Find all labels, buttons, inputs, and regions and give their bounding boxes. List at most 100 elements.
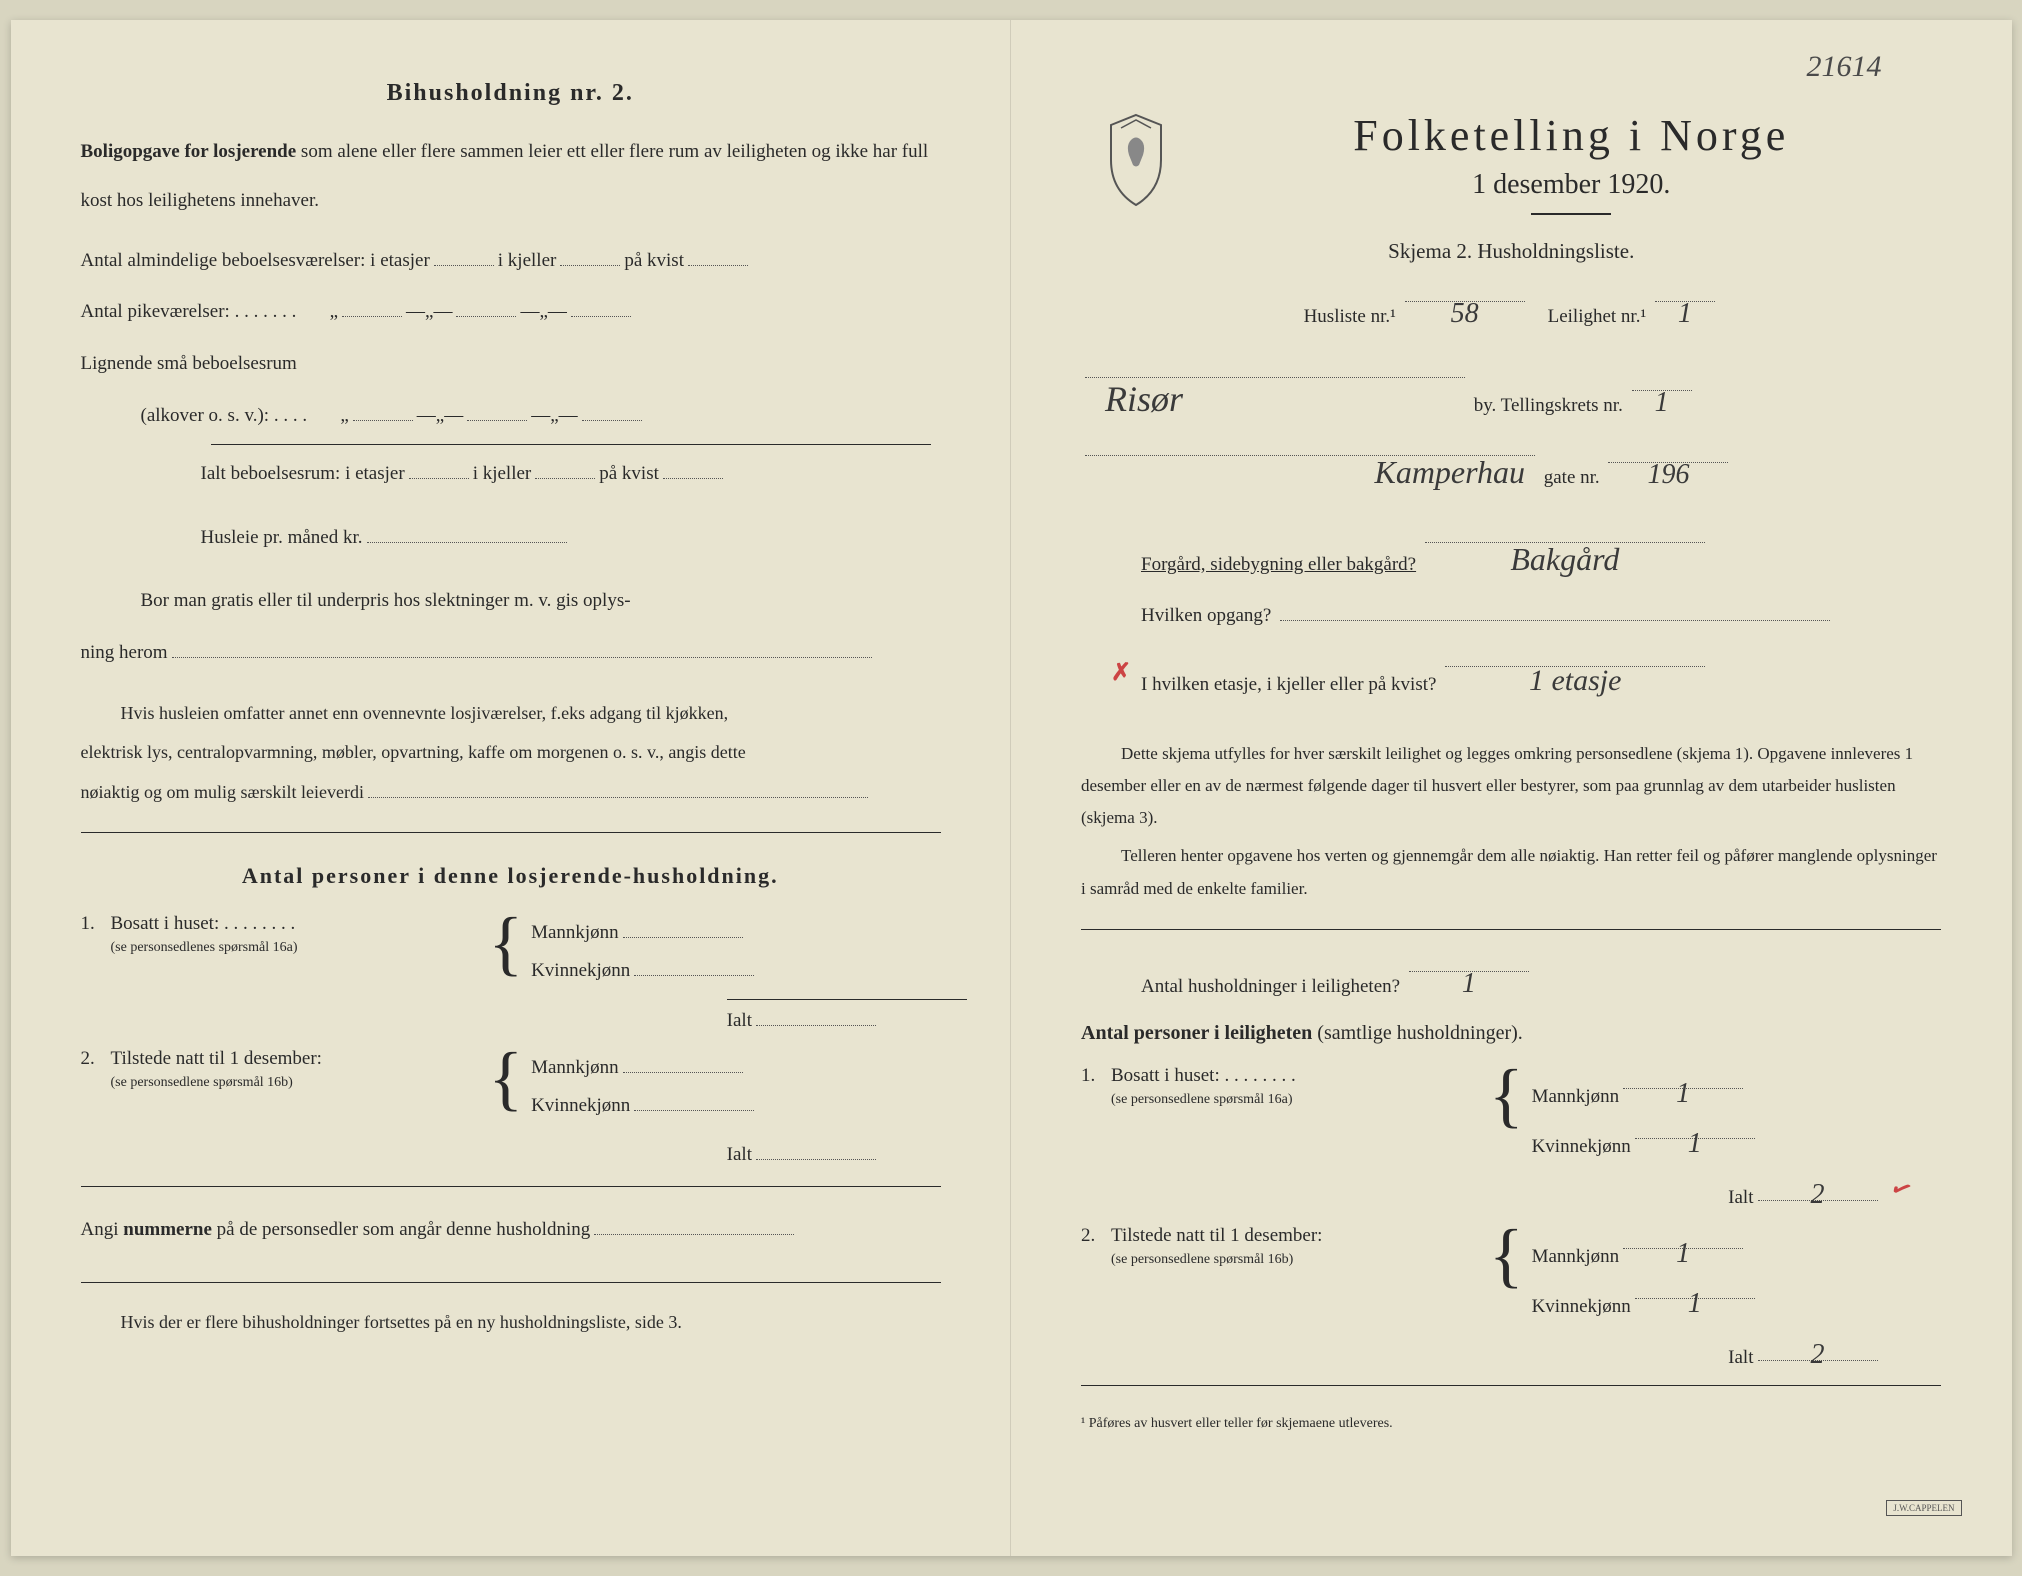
divider-3 <box>81 1186 941 1187</box>
alkover-blank1 <box>353 399 413 421</box>
forgard-label: Forgård, sidebygning eller bakgård? <box>1141 554 1416 575</box>
gate-value: Kamperhau <box>1085 434 1535 456</box>
left-q2-ialt: Ialt <box>81 1138 941 1166</box>
left-q1-label-block: Bosatt i huset: . . . . . . . . (se pers… <box>111 913 481 957</box>
right-q2-label: Tilstede natt til 1 desember: <box>1111 1225 1322 1246</box>
omfatter-3: nøiaktig og om mulig særskilt leieverdi <box>81 773 941 813</box>
crest-icon <box>1101 110 1171 210</box>
right-q1-mann-value: 1 <box>1623 1067 1743 1089</box>
left-q2-bracket: { <box>489 1048 524 1108</box>
right-q1-kvinne-label: Kvinnekjønn <box>1532 1136 1631 1157</box>
left-q1-ialt-blank <box>756 1004 876 1026</box>
husliste-label: Husliste nr.¹ <box>1304 306 1396 327</box>
lignende-line: Lignende små beboelsesrum <box>81 341 941 387</box>
forgard-value: Bakgård <box>1425 521 1705 543</box>
etasje-value: 1 etasje <box>1445 645 1705 667</box>
gratis-line1: Bor man gratis eller til underpris hos s… <box>141 578 941 624</box>
left-q2-sub: (se personsedlene spørsmål 16b) <box>111 1075 293 1090</box>
ialt-kjeller-label: i kjeller <box>473 463 532 484</box>
right-q1-label-block: Bosatt i huset: . . . . . . . . (se pers… <box>1111 1065 1481 1109</box>
antal-pers-title: Antal personer i leiligheten (samtlige h… <box>1081 1022 1942 1045</box>
left-q1-sub: (se personsedlenes spørsmål 16a) <box>111 940 298 955</box>
etasje-line: ✗ I hvilken etasje, i kjeller eller på k… <box>1141 645 1942 708</box>
pike-blank2 <box>456 295 516 317</box>
husliste-value: 58 <box>1405 280 1525 302</box>
krets-value: 1 <box>1632 369 1692 391</box>
ialt-rooms-line: Ialt beboelsesrum: i etasjeri kjellerpå … <box>201 451 941 497</box>
left-q2-kvinne-label: Kvinnekjønn <box>531 1095 630 1116</box>
right-q1-label: Bosatt i huset: . . . . . . . . <box>1111 1065 1296 1086</box>
left-q2-ialt-blank <box>756 1138 876 1160</box>
red-mark-icon: ✗ <box>1111 645 1131 703</box>
right-q2-ialt-value: 2 <box>1758 1339 1878 1361</box>
right-q2-values: Mannkjønn1 Kvinnekjønn1 <box>1532 1225 1942 1327</box>
left-q2-ialt-label: Ialt <box>727 1144 752 1165</box>
skjema-line: Skjema 2. Husholdningsliste. <box>1081 239 1942 264</box>
right-q2-bracket: { <box>1489 1225 1524 1285</box>
divider-r1 <box>1081 929 1941 930</box>
instr1: Dette skjema utfylles for hver særskilt … <box>1081 738 1942 835</box>
right-q1-values: Mannkjønn1 Kvinnekjønn1 <box>1532 1065 1942 1167</box>
alkover-line: (alkover o. s. v.): . . . . „—„——„— <box>141 393 941 439</box>
opgang-blank <box>1280 599 1830 621</box>
intro-text: Boligopgave for losjerende som alene ell… <box>81 127 941 226</box>
footnote: ¹ Påføres av husvert eller teller før sk… <box>1081 1416 1942 1432</box>
pike-blank1 <box>342 295 402 317</box>
right-q2-label-block: Tilstede natt til 1 desember: (se person… <box>1111 1225 1481 1269</box>
husleie-label: Husleie pr. måned kr. <box>201 527 363 548</box>
pike-blank3 <box>571 295 631 317</box>
sub-title: 1 desember 1920. <box>1201 169 1942 201</box>
right-page: 21614 Folketelling i Norge 1 desember 19… <box>1011 20 2012 1556</box>
rooms-kvist-blank <box>688 244 748 266</box>
antal-hush-value: 1 <box>1409 950 1529 972</box>
right-q2-block: 2. Tilstede natt til 1 desember: (se per… <box>1081 1225 1942 1327</box>
husleie-line: Husleie pr. måned kr. <box>201 515 941 561</box>
right-q1-ialt: ✓ Ialt2 <box>1081 1179 1942 1209</box>
etasje-label: I hvilken etasje, i kjeller eller på kvi… <box>1141 674 1436 695</box>
right-q1-mann-label: Mannkjønn <box>1532 1086 1620 1107</box>
left-q2-label-block: Tilstede natt til 1 desember: (se person… <box>111 1048 481 1092</box>
left-q1-kvinne-label: Kvinnekjønn <box>531 960 630 981</box>
intro-bold: Boligopgave for losjerende <box>81 141 297 162</box>
ialt-etasjer-blank <box>409 457 469 479</box>
left-q2-mann-blank <box>623 1051 743 1073</box>
gratis-text2: ning herom <box>81 642 168 663</box>
left-q1-label: Bosatt i huset: . . . . . . . . <box>111 913 296 934</box>
left-q1-num: 1. <box>81 913 111 935</box>
right-q2-kvinne-value: 1 <box>1635 1277 1755 1299</box>
forgard-line: Forgård, sidebygning eller bakgård? Bakg… <box>1141 521 1942 588</box>
gate-nr-value: 196 <box>1608 441 1728 463</box>
husliste-line: Husliste nr.¹ 58 Leilighet nr.¹ 1 <box>1081 280 1942 340</box>
omfatter-3-text: nøiaktig og om mulig særskilt leieverdi <box>81 782 364 802</box>
census-document: Bihusholdning nr. 2. Boligopgave for los… <box>11 20 2012 1556</box>
gratis-line2: ning herom <box>81 630 941 676</box>
omfatter-block: Hvis husleien omfatter annet enn ovennev… <box>81 694 941 813</box>
left-page: Bihusholdning nr. 2. Boligopgave for los… <box>11 20 1012 1556</box>
section2-title: Antal personer i denne losjerende-hushol… <box>81 863 941 889</box>
pike-line: Antal pikeværelser: . . . . . . . „—„——„… <box>81 289 941 335</box>
right-q2-mann-value: 1 <box>1623 1227 1743 1249</box>
left-q1-kvinne-blank <box>634 954 754 976</box>
alkover-label: (alkover o. s. v.): . . . . <box>141 405 308 426</box>
rooms-kvist-label: på kvist <box>624 250 684 271</box>
ialt-kvist-label: på kvist <box>599 463 659 484</box>
left-q1-bracket: { <box>489 913 524 973</box>
divider-1 <box>211 444 931 445</box>
right-q1-bracket: { <box>1489 1065 1524 1125</box>
left-q1-mann-blank <box>623 916 743 938</box>
left-q2-kvinne-blank <box>634 1089 754 1111</box>
gate-line: Kamperhau gate nr. 196 <box>1081 434 1942 501</box>
opgang-line: Hvilken opgang? <box>1141 593 1942 639</box>
rooms-etasjer-blank <box>434 244 494 266</box>
left-q2-mann-label: Mannkjønn <box>531 1057 619 1078</box>
omfatter-1: Hvis husleien omfatter annet enn ovennev… <box>81 694 941 734</box>
nummerne-blank <box>594 1213 794 1235</box>
gratis-blank <box>172 636 872 658</box>
by-value: Risør <box>1085 356 1465 378</box>
antal-hush-label: Antal husholdninger i leiligheten? <box>1141 976 1400 997</box>
leilighet-label: Leilighet nr.¹ <box>1548 306 1647 327</box>
left-q2-label: Tilstede natt til 1 desember: <box>111 1048 322 1069</box>
left-q2-block: 2. Tilstede natt til 1 desember: (se per… <box>81 1048 941 1126</box>
omfatter-blank <box>368 776 868 798</box>
right-q2-mann-label: Mannkjønn <box>1532 1246 1620 1267</box>
